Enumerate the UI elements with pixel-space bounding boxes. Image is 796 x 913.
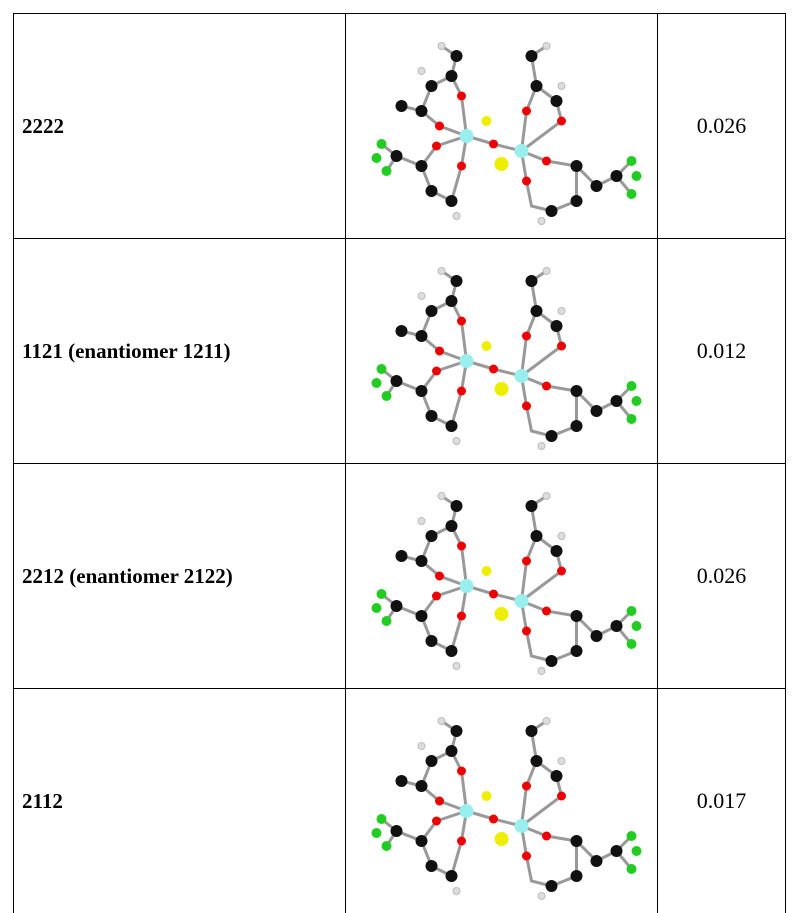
row: 2222 0.026 bbox=[14, 14, 786, 239]
molecule-image bbox=[359, 26, 644, 226]
cell-value: 0.017 bbox=[658, 689, 786, 913]
table: 2222 0.026 1121 (enantiomer 1211) 0.012 … bbox=[13, 13, 786, 913]
cell-label: 2112 bbox=[14, 689, 346, 913]
molecule-image bbox=[359, 476, 644, 676]
molecule-cell bbox=[346, 239, 658, 464]
cell-value: 0.026 bbox=[658, 464, 786, 689]
row: 1121 (enantiomer 1211) 0.012 bbox=[14, 239, 786, 464]
molecule-cell bbox=[346, 14, 658, 239]
molecule-cell bbox=[346, 464, 658, 689]
cell-value: 0.026 bbox=[658, 14, 786, 239]
cell-value: 0.012 bbox=[658, 239, 786, 464]
page: 2222 0.026 1121 (enantiomer 1211) 0.012 … bbox=[0, 0, 796, 905]
cell-label: 1121 (enantiomer 1211) bbox=[14, 239, 346, 464]
molecule-cell bbox=[346, 689, 658, 913]
molecule-image bbox=[359, 251, 644, 451]
cell-label: 2212 (enantiomer 2122) bbox=[14, 464, 346, 689]
row: 2212 (enantiomer 2122) 0.026 bbox=[14, 464, 786, 689]
cell-label: 2222 bbox=[14, 14, 346, 239]
molecule-image bbox=[359, 701, 644, 901]
row: 2112 0.017 bbox=[14, 689, 786, 913]
